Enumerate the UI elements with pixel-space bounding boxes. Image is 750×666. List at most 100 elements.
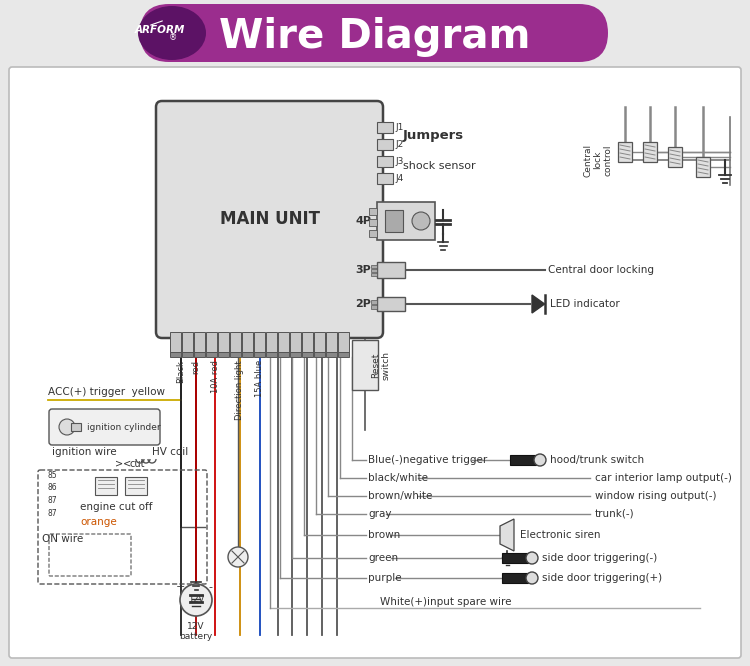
Bar	[266, 352, 277, 357]
Bar	[302, 352, 313, 357]
Text: ®: ®	[169, 33, 177, 43]
Bar	[95, 477, 117, 495]
Text: engine cut off: engine cut off	[80, 502, 152, 512]
Text: LED indicator: LED indicator	[550, 299, 620, 309]
Text: J2: J2	[395, 140, 404, 149]
Bar	[170, 352, 181, 357]
Bar	[502, 553, 528, 563]
Bar	[182, 352, 193, 357]
Bar	[696, 157, 710, 177]
Text: Electronic siren: Electronic siren	[520, 530, 601, 540]
Bar	[377, 262, 405, 278]
Text: Wire Diagram: Wire Diagram	[219, 17, 531, 57]
Text: Central
lock
control: Central lock control	[583, 143, 613, 176]
Circle shape	[180, 584, 212, 616]
Text: 87: 87	[48, 496, 58, 505]
Text: 86: 86	[48, 483, 58, 492]
Text: ignition cylinder: ignition cylinder	[87, 422, 160, 432]
Text: Jumpers: Jumpers	[403, 129, 464, 142]
Bar	[369, 208, 377, 215]
Text: 2P: 2P	[355, 299, 370, 309]
Text: trunk(-): trunk(-)	[595, 509, 634, 519]
Text: J1: J1	[395, 123, 404, 132]
Text: Blue(-)negative trigger: Blue(-)negative trigger	[368, 455, 488, 465]
Text: 3P: 3P	[355, 265, 370, 275]
Bar	[218, 352, 229, 357]
Bar	[377, 173, 393, 184]
Bar	[194, 332, 205, 352]
Text: HV coil: HV coil	[152, 447, 188, 457]
Bar	[278, 332, 289, 352]
Text: -: -	[208, 582, 212, 592]
Text: car interior lamp output(-): car interior lamp output(-)	[595, 473, 732, 483]
Bar	[242, 352, 253, 357]
Ellipse shape	[138, 6, 206, 60]
FancyBboxPatch shape	[140, 4, 608, 62]
Bar	[369, 230, 377, 237]
Bar	[371, 300, 377, 304]
Text: side door triggering(-): side door triggering(-)	[542, 553, 657, 563]
Bar	[371, 273, 377, 276]
FancyBboxPatch shape	[156, 101, 383, 338]
Text: gray: gray	[368, 509, 392, 519]
Text: shock sensor: shock sensor	[403, 161, 476, 171]
Bar	[170, 332, 181, 352]
Text: purple: purple	[368, 573, 402, 583]
Bar	[371, 305, 377, 309]
Bar	[352, 340, 378, 390]
Text: black/white: black/white	[368, 473, 428, 483]
Text: cut: cut	[130, 459, 146, 469]
Bar	[182, 332, 193, 352]
Bar	[206, 352, 217, 357]
Text: ON wire: ON wire	[42, 534, 83, 544]
Text: window rising output(-): window rising output(-)	[595, 491, 716, 501]
Circle shape	[59, 419, 75, 435]
Polygon shape	[500, 519, 514, 551]
Text: red: red	[191, 360, 200, 374]
Bar	[326, 352, 337, 357]
Text: ARFORM: ARFORM	[135, 25, 185, 35]
Text: orange: orange	[80, 517, 117, 527]
Bar	[510, 455, 536, 465]
Bar	[338, 332, 349, 352]
Bar	[290, 352, 301, 357]
Circle shape	[534, 454, 546, 466]
Bar	[377, 297, 405, 311]
Bar	[326, 332, 337, 352]
Text: green: green	[368, 553, 398, 563]
Text: 15A blue: 15A blue	[256, 360, 265, 397]
Bar	[377, 139, 393, 150]
Bar	[314, 352, 325, 357]
Text: ignition wire: ignition wire	[52, 447, 117, 457]
Bar	[71, 423, 81, 431]
Bar	[668, 147, 682, 167]
Text: side door triggering(+): side door triggering(+)	[542, 573, 662, 583]
Circle shape	[526, 552, 538, 564]
Bar	[230, 352, 241, 357]
Bar	[290, 332, 301, 352]
Text: Reset
switch: Reset switch	[371, 350, 391, 380]
Text: J3: J3	[395, 157, 404, 166]
Bar	[369, 219, 377, 226]
Bar	[371, 269, 377, 272]
Circle shape	[526, 572, 538, 584]
FancyBboxPatch shape	[9, 67, 741, 658]
Bar	[385, 210, 403, 232]
Bar	[266, 332, 277, 352]
Circle shape	[228, 547, 248, 567]
Polygon shape	[532, 295, 544, 313]
Text: 85: 85	[48, 471, 58, 480]
Bar	[218, 332, 229, 352]
Circle shape	[412, 212, 430, 230]
Bar	[338, 352, 349, 357]
Text: Black: Black	[176, 360, 185, 383]
Text: Central door locking: Central door locking	[548, 265, 654, 275]
Bar	[302, 332, 313, 352]
Bar	[502, 573, 528, 583]
Bar	[278, 352, 289, 357]
Bar	[254, 352, 265, 357]
Bar	[643, 142, 657, 162]
Text: 10A red: 10A red	[211, 360, 220, 393]
Text: Direction light: Direction light	[236, 360, 244, 420]
Text: ACC(+) trigger  yellow: ACC(+) trigger yellow	[48, 387, 165, 397]
